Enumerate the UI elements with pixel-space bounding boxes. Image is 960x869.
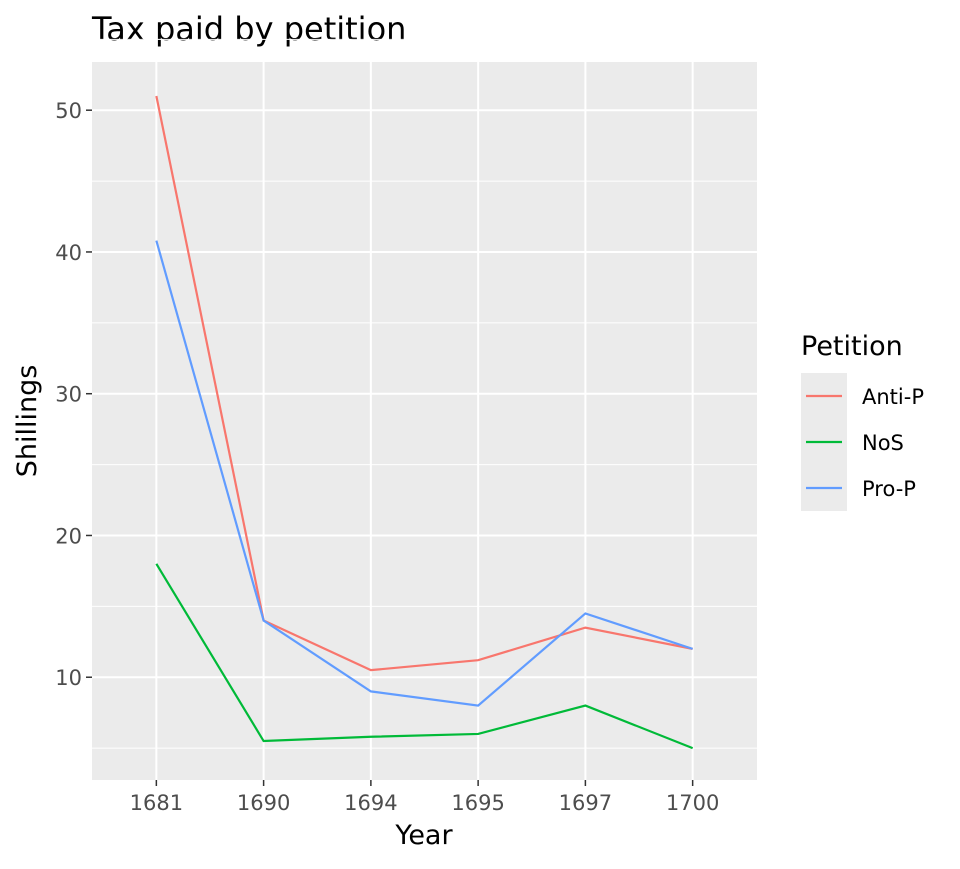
- y-tick-label: 40: [55, 241, 82, 265]
- y-tick-label: 20: [55, 524, 82, 548]
- x-tick-label: 1695: [451, 791, 504, 815]
- legend-label: Pro-P: [862, 477, 916, 501]
- legend-label: Anti-P: [862, 385, 924, 409]
- x-tick-label: 1694: [344, 791, 397, 815]
- x-tick-label: 1700: [666, 791, 719, 815]
- y-tick-label: 10: [55, 666, 82, 690]
- y-tick-label: 30: [55, 383, 82, 407]
- legend: Petition Anti-P NoS Pro-P: [801, 331, 924, 511]
- x-tick-label: 1697: [559, 791, 612, 815]
- x-tick-label: 1681: [130, 791, 183, 815]
- chart-title: Tax paid by petition: [91, 10, 406, 48]
- legend-title: Petition: [801, 331, 903, 362]
- x-axis-label: Year: [394, 820, 453, 851]
- series-line-anti-p: [155, 95, 693, 672]
- legend-label: NoS: [862, 431, 904, 455]
- y-axis-label: Shillings: [12, 365, 43, 478]
- plot-panel: [92, 62, 757, 780]
- x-tick-label: 1690: [237, 791, 290, 815]
- series-line-pro-p: [155, 240, 693, 707]
- y-tick-label: 50: [55, 99, 82, 123]
- series-line-nos: [155, 563, 694, 750]
